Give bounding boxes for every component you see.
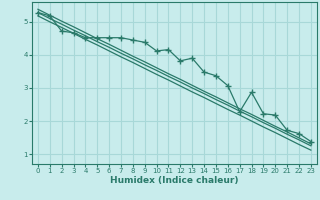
X-axis label: Humidex (Indice chaleur): Humidex (Indice chaleur)	[110, 176, 239, 185]
